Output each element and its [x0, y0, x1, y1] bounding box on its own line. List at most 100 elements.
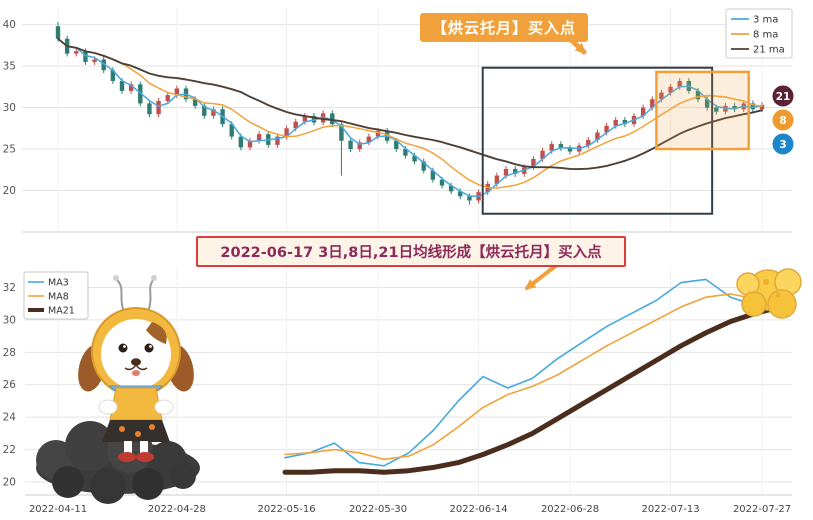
ma-value-badges: 21 8 3 — [771, 84, 795, 156]
candle-body — [640, 107, 646, 116]
legend-frame — [725, 8, 793, 59]
y-tick-label: 20 — [3, 477, 16, 489]
legend-frame — [23, 271, 89, 320]
candle-body — [247, 140, 253, 148]
candle-body — [439, 179, 445, 186]
badge-label: 3 — [779, 139, 786, 151]
ma3-line — [284, 278, 781, 467]
candle-body — [275, 136, 280, 145]
candle-body — [229, 124, 234, 137]
candle-body — [211, 109, 216, 116]
x-tick-label: 2022-05-30 — [349, 504, 407, 515]
candle-body — [659, 92, 664, 100]
y-tick-label: 22 — [3, 444, 16, 456]
candle-body — [357, 142, 362, 150]
ma3-line — [57, 37, 763, 198]
candle-body — [677, 81, 682, 87]
badge-label: 21 — [776, 91, 791, 103]
dark-cloud-icon — [36, 421, 200, 504]
candle-body — [604, 125, 609, 133]
dog-icon — [78, 275, 194, 462]
buy-point-callout: 【烘云托月】买入点 — [420, 13, 589, 42]
ma8-line — [284, 293, 781, 461]
candle-body — [421, 161, 426, 171]
candle-body — [650, 99, 655, 108]
x-tick-label: 2022-04-11 — [29, 504, 87, 515]
arrow-head — [574, 42, 587, 55]
bottom-ma-lines — [282, 278, 783, 475]
candle-body — [704, 99, 710, 108]
y-tick-label: 26 — [3, 379, 17, 391]
candle-body — [540, 150, 545, 159]
candle-body — [339, 124, 344, 141]
candle-body — [558, 144, 564, 149]
legend-label: 8 ma — [753, 30, 778, 41]
moon-cloud-sticker — [736, 268, 802, 319]
legend-label: MA21 — [48, 306, 75, 317]
candle-body — [613, 120, 618, 126]
y-tick-label: 24 — [3, 412, 17, 424]
pattern-annotation: 2022-06-17 3日,8日,21日均线形成【烘云托月】买入点 — [196, 236, 626, 267]
candle-body — [732, 105, 737, 110]
x-tick-label: 2022-07-13 — [642, 504, 700, 515]
candle-body — [330, 113, 335, 125]
candle-body — [494, 175, 500, 184]
candle-body — [238, 136, 244, 148]
candle-body — [714, 107, 719, 112]
y-tick-label: 40 — [3, 19, 16, 31]
candle-body — [147, 103, 152, 115]
ma8-line — [57, 37, 763, 189]
candle-body — [128, 84, 134, 91]
y-tick-label: 30 — [3, 314, 16, 326]
badge-8 — [771, 108, 795, 132]
y-tick-label: 25 — [3, 144, 16, 156]
x-tick-label: 2022-04-28 — [148, 504, 206, 515]
candle-body — [366, 136, 372, 143]
legend-label: MA3 — [48, 278, 69, 289]
bottom-chart-legend: MA3 MA8 MA21 — [23, 271, 89, 320]
moving-average-lines — [57, 37, 763, 198]
candle-body — [101, 59, 106, 71]
candle-body — [549, 144, 554, 151]
candle-body — [375, 130, 381, 137]
candle-body — [83, 51, 88, 62]
candle-body — [174, 88, 180, 96]
legend-label: 3 ma — [753, 15, 778, 26]
candle-body — [622, 120, 628, 125]
ma21-line — [57, 37, 763, 171]
top-chart-legend: 3 ma 8 ma 21 ma — [725, 8, 793, 59]
badge-21 — [771, 84, 795, 108]
candle-body — [412, 155, 417, 162]
x-tick-label: 2022-07-27 — [733, 504, 791, 515]
candle-body — [284, 128, 289, 137]
badge-label: 8 — [779, 115, 786, 127]
candle-body — [256, 134, 262, 141]
mascot-dog-sticker — [36, 275, 200, 504]
candle-body — [394, 140, 399, 150]
x-tick-label: 2022-06-14 — [450, 504, 508, 515]
highlight-rects — [481, 66, 750, 215]
candle-body — [595, 132, 600, 140]
candle-body — [448, 185, 454, 192]
candle-body — [110, 70, 116, 82]
x-tick-label: 2022-06-28 — [541, 504, 599, 515]
candle-body — [74, 51, 79, 54]
candle-body — [512, 168, 518, 174]
candle-body — [458, 191, 463, 197]
ma21-line — [282, 304, 783, 475]
candle-body — [192, 99, 198, 106]
candle-body — [165, 95, 170, 101]
candle-body — [55, 26, 61, 39]
x-axis-labels: 2022-04-11 2022-04-28 2022-05-16 2022-05-30… — [29, 504, 791, 515]
candle-body — [293, 121, 298, 129]
legend-label: 21 ma — [753, 45, 785, 56]
y-tick-label: 35 — [3, 61, 16, 73]
candle-body — [467, 196, 472, 201]
y-tick-label: 28 — [3, 347, 16, 359]
candle-body — [567, 148, 573, 152]
candle-body — [586, 139, 591, 146]
candle-body — [119, 81, 125, 91]
candle-body — [750, 103, 756, 110]
candle-body — [348, 140, 353, 150]
